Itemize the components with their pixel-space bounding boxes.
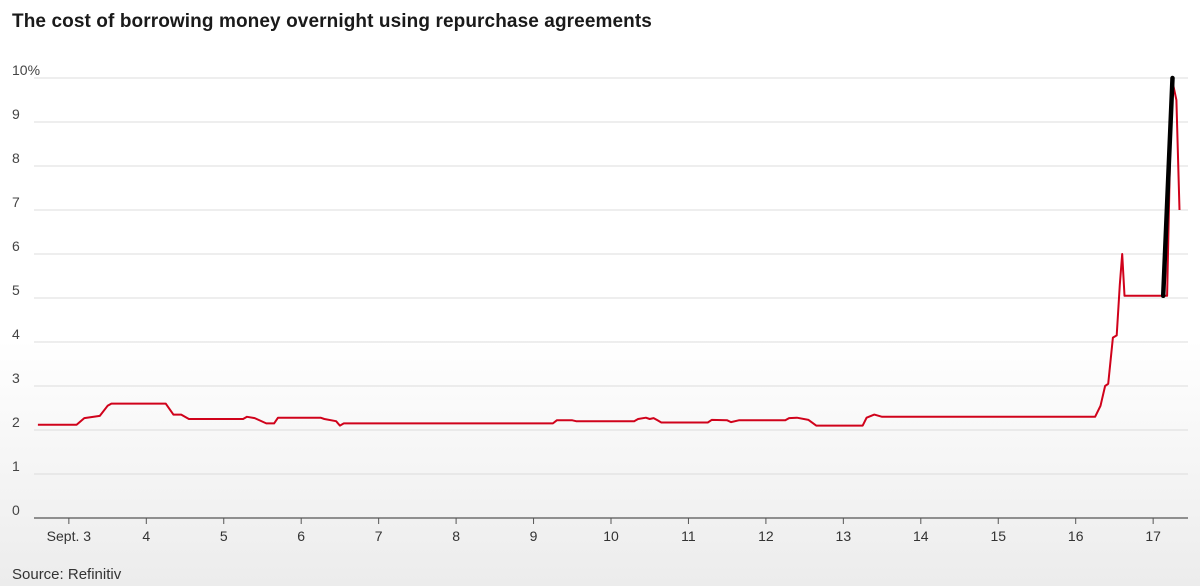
x-tick-label: 8: [452, 528, 460, 544]
x-tick-label: 17: [1145, 528, 1161, 544]
x-tick-label: 10: [603, 528, 619, 544]
y-tick-label: 1: [12, 458, 20, 474]
y-tick-label: 3: [12, 370, 20, 386]
x-tick-label: 9: [530, 528, 538, 544]
x-tick-label: Sept. 3: [47, 528, 92, 544]
x-axis: Sept. 3 4 5 6 7 8 9 10 11 12 13 14 15 16 17: [34, 517, 1188, 544]
y-tick-label: 4: [12, 326, 20, 342]
spike-highlight: [1160, 75, 1175, 299]
x-tick-label: 6: [297, 528, 305, 544]
y-tick-label: 0: [12, 502, 20, 518]
x-tick-label: 14: [913, 528, 929, 544]
gridlines: [34, 77, 1188, 475]
series-layer: [37, 75, 1181, 427]
x-tick-label: 15: [990, 528, 1006, 544]
y-tick-label: 6: [12, 238, 20, 254]
x-tick-label: 13: [836, 528, 852, 544]
y-tick-label: 7: [12, 194, 20, 210]
x-tick-label: 4: [142, 528, 150, 544]
x-tick-label: 5: [220, 528, 228, 544]
source-note: Source: Refinitiv: [12, 566, 122, 583]
y-tick-label: 5: [12, 282, 20, 298]
y-axis: 0 1 2 3 4 5 6 7 8 9 10%: [12, 62, 40, 518]
x-tick-label: 11: [681, 528, 696, 544]
x-tick-label: 16: [1068, 528, 1084, 544]
series-line: [37, 77, 1181, 427]
y-tick-label: 10%: [12, 62, 40, 78]
x-tick-label: 12: [758, 528, 774, 544]
y-tick-label: 9: [12, 106, 20, 122]
y-tick-label: 2: [12, 414, 20, 430]
chart-title: The cost of borrowing money overnight us…: [12, 11, 652, 32]
y-tick-label: 8: [12, 150, 20, 166]
x-tick-label: 7: [375, 528, 383, 544]
